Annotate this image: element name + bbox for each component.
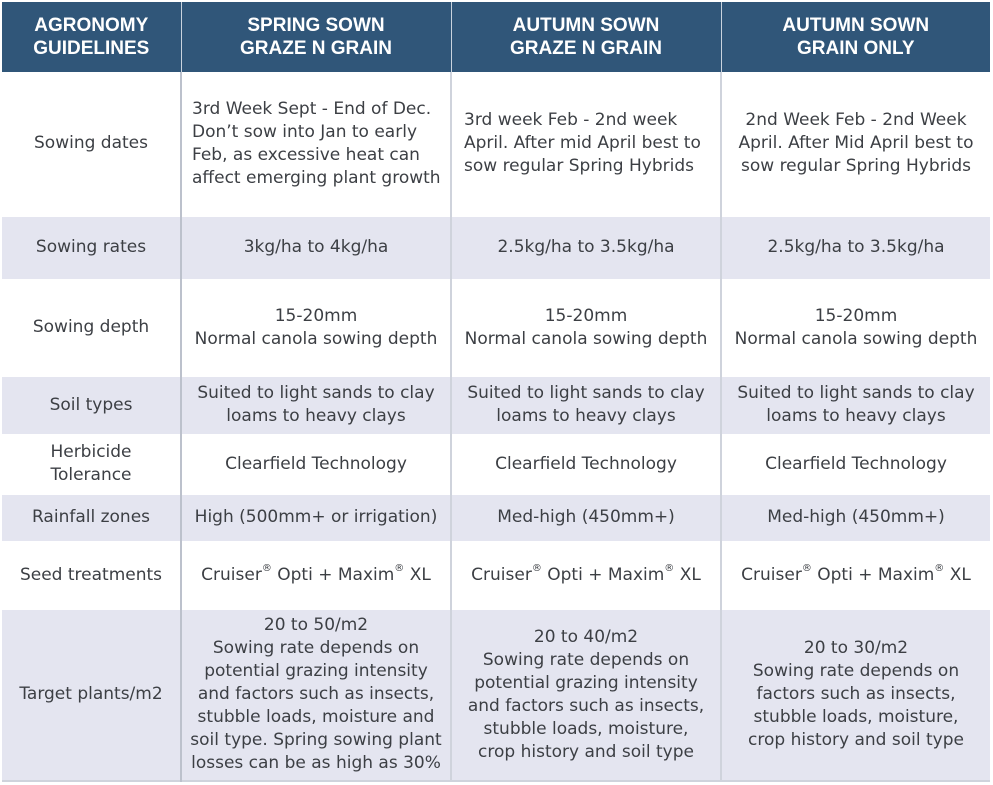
table-cell: Clearfield Technology <box>451 434 722 494</box>
header-agronomy-guidelines: AGRONOMY GUIDELINES <box>2 2 182 72</box>
registered-mark: ® <box>664 562 675 574</box>
table-cell: Med-high (450mm+) <box>721 494 990 541</box>
table-cell: 3rd Week Sept - End of Dec. Don’t sow in… <box>181 72 452 216</box>
table-cell: Clearfield Technology <box>181 434 452 494</box>
row-label: Seed treatments <box>2 541 182 609</box>
registered-mark: ® <box>531 562 542 574</box>
table-cell: Suited to light sands to clay loams to h… <box>721 376 990 434</box>
table-cell: 15-20mm Normal canola sowing depth <box>721 279 990 376</box>
table-cell: Suited to light sands to clay loams to h… <box>451 376 722 434</box>
registered-mark: ® <box>934 562 945 574</box>
header-autumn-sown-grain-only: AUTUMN SOWN GRAIN ONLY <box>721 2 990 72</box>
table-cell: Cruiser® Opti + Maxim® XL <box>721 541 990 609</box>
table-cell: 3rd week Feb - 2nd week April. After mid… <box>451 72 722 216</box>
row-label: Soil types <box>2 376 182 434</box>
table-cell: 15-20mm Normal canola sowing depth <box>451 279 722 376</box>
row-label: Sowing depth <box>2 279 182 376</box>
table-cell: 2.5kg/ha to 3.5kg/ha <box>721 216 990 279</box>
table-cell: 3kg/ha to 4kg/ha <box>181 216 452 279</box>
header-autumn-sown-graze-n-grain: AUTUMN SOWN GRAZE N GRAIN <box>451 2 722 72</box>
table-cell: Med-high (450mm+) <box>451 494 722 541</box>
table-cell: 15-20mm Normal canola sowing depth <box>181 279 452 376</box>
row-sowing-rates: Sowing rates 3kg/ha to 4kg/ha 2.5kg/ha t… <box>2 216 990 279</box>
row-label: Sowing dates <box>2 72 182 216</box>
row-label: Rainfall zones <box>2 494 182 541</box>
row-label: Target plants/m2 <box>2 609 182 781</box>
row-seed-treatments: Seed treatments Cruiser® Opti + Maxim® X… <box>2 541 990 609</box>
row-soil-types: Soil types Suited to light sands to clay… <box>2 376 990 434</box>
row-sowing-dates: Sowing dates 3rd Week Sept - End of Dec.… <box>2 72 990 216</box>
table-cell: 2nd Week Feb - 2nd Week April. After Mid… <box>721 72 990 216</box>
table-cell: 20 to 40/m2 Sowing rate depends on poten… <box>451 609 722 781</box>
row-rainfall-zones: Rainfall zones High (500mm+ or irrigatio… <box>2 494 990 541</box>
table-cell: 20 to 30/m2 Sowing rate depends on facto… <box>721 609 990 781</box>
table-cell: Suited to light sands to clay loams to h… <box>181 376 452 434</box>
table-cell: Clearfield Technology <box>721 434 990 494</box>
row-label: Sowing rates <box>2 216 182 279</box>
header-row: AGRONOMY GUIDELINES SPRING SOWN GRAZE N … <box>2 2 990 72</box>
table-cell: Cruiser® Opti + Maxim® XL <box>181 541 452 609</box>
row-sowing-depth: Sowing depth 15-20mm Normal canola sowin… <box>2 279 990 376</box>
registered-mark: ® <box>801 562 812 574</box>
row-label: Herbicide Tolerance <box>2 434 182 494</box>
header-spring-sown-graze-n-grain: SPRING SOWN GRAZE N GRAIN <box>181 2 452 72</box>
table-cell: 2.5kg/ha to 3.5kg/ha <box>451 216 722 279</box>
registered-mark: ® <box>394 562 405 574</box>
table-cell: 20 to 50/m2 Sowing rate depends on poten… <box>181 609 452 781</box>
table-cell: Cruiser® Opti + Maxim® XL <box>451 541 722 609</box>
table-cell: High (500mm+ or irrigation) <box>181 494 452 541</box>
registered-mark: ® <box>261 562 272 574</box>
row-target-plants: Target plants/m2 20 to 50/m2 Sowing rate… <box>2 609 990 781</box>
row-herbicide-tolerance: Herbicide Tolerance Clearfield Technolog… <box>2 434 990 494</box>
